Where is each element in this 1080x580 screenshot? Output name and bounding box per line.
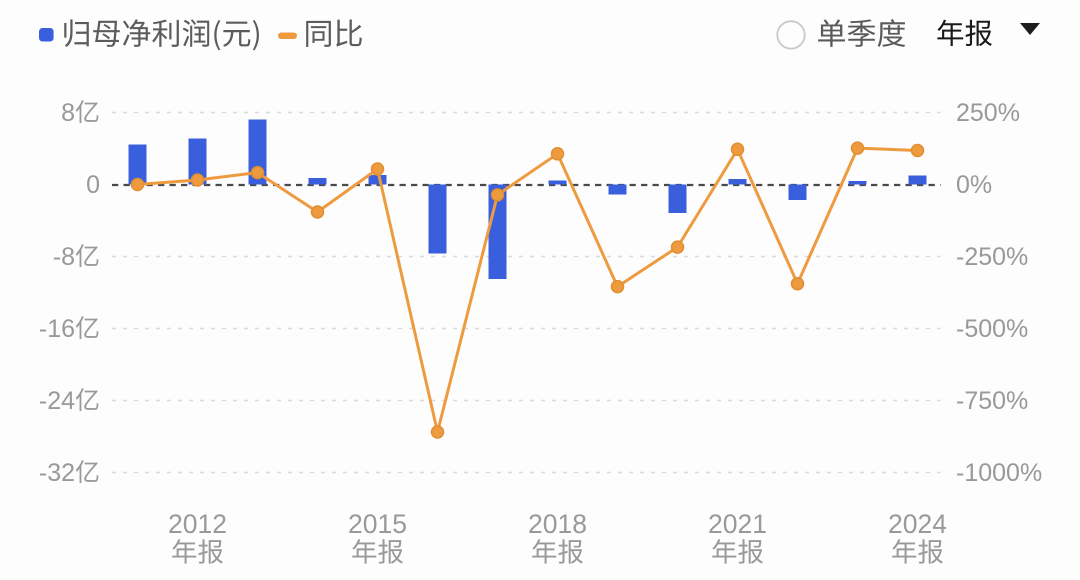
svg-text:-24: -24 [39, 387, 75, 415]
svg-text:-16: -16 [39, 315, 75, 343]
svg-text:2015: 2015 [348, 509, 407, 539]
svg-text:-1000%: -1000% [956, 459, 1042, 487]
svg-text:2024: 2024 [888, 509, 947, 539]
svg-text:-8: -8 [53, 243, 75, 271]
svg-text:2012: 2012 [168, 509, 227, 539]
svg-text:8: 8 [61, 99, 75, 127]
svg-text:2018: 2018 [528, 509, 587, 539]
svg-text:-32: -32 [39, 459, 75, 487]
svg-text:-750%: -750% [956, 387, 1028, 415]
svg-text:2021: 2021 [708, 509, 767, 539]
svg-text:0%: 0% [956, 171, 992, 199]
svg-text:250%: 250% [956, 99, 1020, 127]
svg-text:0: 0 [86, 171, 100, 199]
svg-text:-500%: -500% [956, 315, 1028, 343]
svg-text:-250%: -250% [956, 243, 1028, 271]
